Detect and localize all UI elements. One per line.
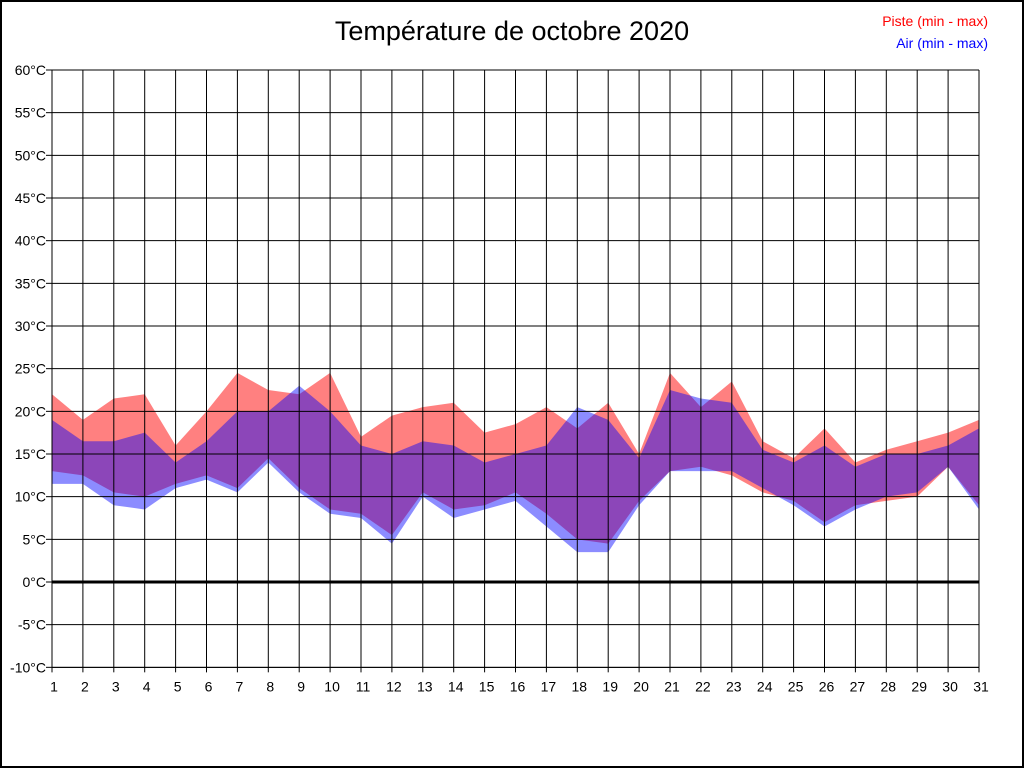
x-tick-label: 25	[788, 678, 804, 694]
y-tick-label: 45°C	[15, 190, 46, 206]
axes	[46, 69, 980, 673]
x-tick-label: 1	[50, 678, 58, 694]
y-tick-label: 40°C	[15, 233, 46, 249]
x-tick-label: 21	[664, 678, 680, 694]
y-tick-label: 0°C	[23, 574, 47, 590]
y-tick-label: 15°C	[15, 446, 46, 462]
x-tick-label: 3	[112, 678, 120, 694]
legend: Piste (min - max) Air (min - max)	[882, 10, 988, 54]
x-tick-label: 16	[510, 678, 526, 694]
x-tick-label: 8	[266, 678, 274, 694]
x-tick-label: 18	[572, 678, 588, 694]
y-tick-label: 50°C	[15, 147, 46, 163]
x-tick-label: 24	[757, 678, 773, 694]
y-tick-label: 25°C	[15, 361, 46, 377]
x-tick-label: 2	[81, 678, 89, 694]
x-tick-label: 14	[448, 678, 464, 694]
x-tick-label: 6	[205, 678, 213, 694]
x-tick-label: 28	[881, 678, 897, 694]
y-tick-label: 20°C	[15, 403, 46, 419]
x-tick-label: 12	[386, 678, 402, 694]
legend-piste-label: Piste (min - max)	[882, 13, 988, 29]
x-tick-label: 11	[356, 678, 371, 694]
x-tick-label: 7	[236, 678, 244, 694]
y-tick-label: 10°C	[15, 489, 46, 505]
x-tick-label: 5	[174, 678, 182, 694]
x-tick-label: 30	[942, 678, 958, 694]
x-tick-label: 4	[143, 678, 151, 694]
x-tick-label: 27	[850, 678, 866, 694]
y-tick-label: 30°C	[15, 318, 46, 334]
y-tick-label: -5°C	[18, 617, 46, 633]
x-tick-label: 22	[695, 678, 711, 694]
legend-air-label: Air (min - max)	[896, 35, 988, 51]
x-tick-label: 17	[541, 678, 557, 694]
x-tick-label: 31	[973, 678, 989, 694]
x-tick-label: 26	[819, 678, 835, 694]
grid-lines	[51, 69, 980, 668]
chart-title: Température de octobre 2020	[334, 16, 690, 46]
x-tick-label: 20	[633, 678, 649, 694]
y-axis-labels: 60°C 55°C 50°C 45°C 40°C 35°C 30°C 25°C 20°C 15°C…	[10, 62, 46, 675]
x-tick-label: 9	[297, 678, 305, 694]
x-tick-label: 15	[479, 678, 495, 694]
y-tick-label: -10°C	[10, 659, 46, 675]
x-axis-labels: 1 2 3 4 5 6 7 8 9 10 11 12 13 14 15 16 17 18 19 20 21 22 23 24 2…	[50, 678, 989, 694]
y-tick-label: 5°C	[23, 531, 47, 547]
x-tick-label: 23	[726, 678, 742, 694]
x-tick-label: 19	[602, 678, 618, 694]
x-tick-label: 29	[911, 678, 927, 694]
x-tick-label: 13	[417, 678, 433, 694]
x-tick-label: 10	[324, 678, 340, 694]
y-tick-label: 55°C	[15, 105, 46, 121]
y-tick-label: 60°C	[15, 62, 46, 78]
y-tick-label: 35°C	[15, 275, 46, 291]
